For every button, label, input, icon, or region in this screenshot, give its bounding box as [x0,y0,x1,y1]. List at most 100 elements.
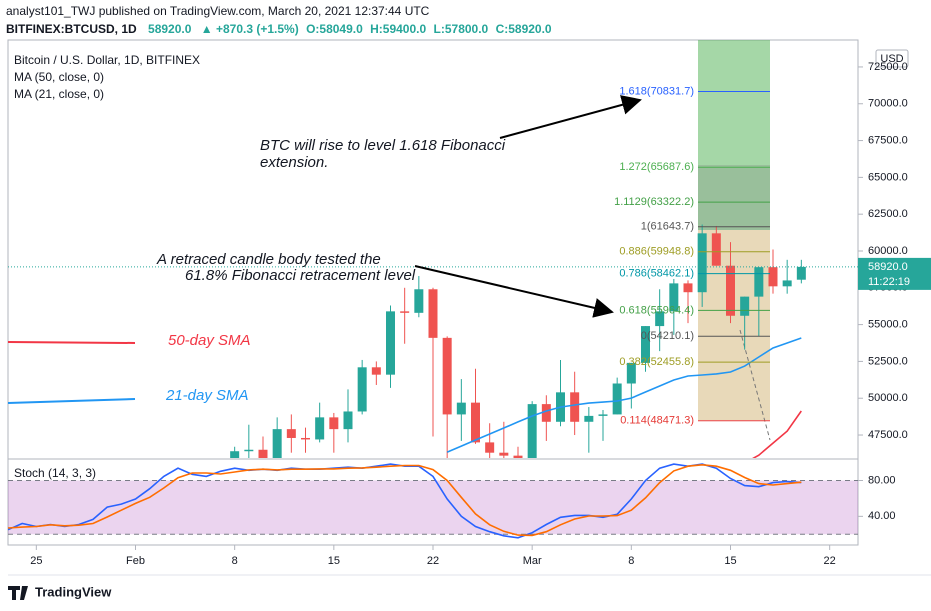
annotation: extension. [260,154,328,171]
candle-body [612,383,622,415]
y-tick-label: 65000.0 [868,171,908,183]
extension-zone [698,165,770,230]
candle-body [371,367,381,375]
y-tick-label: 67500.0 [868,134,908,146]
fib-label: 1.618(70831.7) [619,85,694,97]
candle-body [485,442,495,453]
last-price-box [858,257,931,290]
fib-label: 1.272(65687.6) [619,161,694,173]
target-zone [698,40,770,230]
candle-body [230,451,240,458]
candle-body [570,392,580,422]
y-tick-label: 80.00 [868,474,896,486]
y-tick-label: 50000.0 [868,392,908,404]
candle-body [414,289,424,313]
change: +870.3 (+1.5%) [216,22,299,36]
moving-average [446,337,802,453]
high: H:59400.0 [370,22,426,36]
fib-label: 1.1129(63322.2) [614,196,694,208]
candle-body [726,265,735,316]
footer: TradingView [35,584,112,599]
candle-body [400,311,410,313]
candle-body [768,267,778,287]
candle-body [782,280,792,287]
candle-body [669,283,679,312]
fib-label: 0.114(48471.3) [620,415,694,427]
close: C:58920.0 [496,22,552,36]
x-tick-label: 8 [232,555,238,567]
candle-body [456,402,466,415]
candle-body [301,437,310,440]
candle-body [683,283,693,293]
annotation: 50-day SMA [168,332,251,349]
candle-body [343,411,353,430]
low: L:57800.0 [434,22,489,36]
x-tick-label: 15 [328,555,340,567]
y-tick-label: 70000.0 [868,98,908,110]
candle-body [258,449,268,458]
x-tick-label: 15 [724,555,736,567]
candle-body [386,311,395,375]
price: 58920.0 [148,22,192,36]
candle-body [697,233,707,293]
candle-body [471,402,480,443]
arrow [499,95,642,139]
candle-body [286,429,296,438]
moving-average [752,410,802,458]
band [8,480,858,535]
x-tick-label: Mar [523,555,542,567]
x-tick-label: Feb [126,555,145,567]
x-tick-label: 8 [628,555,634,567]
countdown: 11:22:19 [868,276,910,288]
candle-body [315,417,325,440]
candle-body [754,267,764,297]
candle-body [655,311,665,327]
legend-line-50 [8,341,136,344]
legend-ma21: MA (21, close, 0) [14,87,104,101]
stop-zone [698,230,770,420]
legend-ma50: MA (50, close, 0) [14,70,104,84]
candle-body [598,414,608,416]
last-price-label: 58920.0 [868,261,908,273]
candle-body [541,404,551,422]
y-tick-label: 40.00 [868,510,896,522]
fib-label: 0.618(55964.4) [619,304,694,316]
candle-body [357,367,367,412]
candle-body [641,326,650,363]
y-tick-label: 62500.0 [868,208,908,220]
arrow [414,265,614,318]
fib-label: 1(61643.7) [641,221,694,233]
open: O:58049.0 [306,22,363,36]
y-tick-label: 60000.0 [868,245,908,257]
x-tick-label: 25 [30,555,42,567]
legend-title: Bitcoin / U.S. Dollar, 1D, BITFINEX [14,53,200,67]
annotation: 21-day SMA [165,387,249,404]
symbol: BITFINEX:BTCUSD, 1D [6,22,137,36]
candle-body [796,266,806,280]
y-tick-label: 47500.0 [868,429,908,441]
fib-label: 0.382(52455.8) [619,356,694,368]
candle-body [584,415,594,422]
legend-line-21 [8,398,136,404]
currency-badge [875,49,909,68]
candle-body [740,296,750,316]
y-tick-label: 72500.0 [868,61,908,73]
fib-label: 0(54210.1) [641,330,694,342]
fib-label: 0.886(59948.8) [619,246,694,258]
candle-body [244,449,254,452]
x-tick-label: 22 [427,555,439,567]
stoch-title: Stoch (14, 3, 3) [14,466,96,480]
logo [8,586,28,600]
candle-body [711,233,721,266]
projection [739,329,771,441]
publisher: analyst101_TWJ published on TradingView.… [6,4,430,18]
annotation: 61.8% Fibonacci retracement level [185,267,416,284]
y-tick-label: 55000.0 [868,319,908,331]
candle-body [272,429,282,458]
candle-body [513,455,523,458]
candle-body [499,452,509,456]
x-tick-label: 22 [824,555,836,567]
y-tick-label: 52500.0 [868,355,908,367]
annotation: A retraced candle body tested the [156,251,381,268]
